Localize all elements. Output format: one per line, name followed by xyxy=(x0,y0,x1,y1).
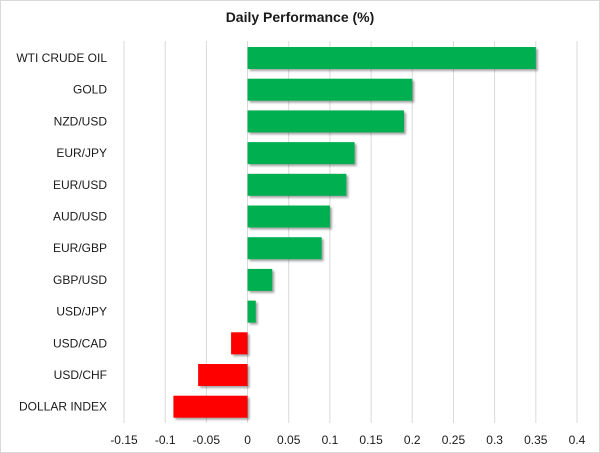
x-tick-label: 0.4 xyxy=(569,433,586,447)
category-labels: WTI CRUDE OIL GOLD NZD/USD EUR/JPY EUR/USD AU… xyxy=(16,51,107,414)
x-tick-label: -0.15 xyxy=(110,433,138,447)
x-tick-label: 0.35 xyxy=(524,433,548,447)
bars xyxy=(173,47,536,418)
bar xyxy=(247,173,347,196)
bar xyxy=(247,78,413,101)
category-label: USD/CHF xyxy=(54,368,107,382)
x-tick-label: 0 xyxy=(244,433,251,447)
category-label: EUR/GBP xyxy=(53,241,107,255)
x-tick-label: -0.1 xyxy=(155,433,176,447)
bar xyxy=(247,142,355,165)
category-label: NZD/USD xyxy=(54,114,108,128)
bar xyxy=(231,332,248,355)
category-label: USD/JPY xyxy=(56,305,107,319)
gridlines xyxy=(123,41,578,423)
bar xyxy=(198,364,248,386)
tick-labels: -0.15 -0.1 -0.05 0 0.05 0.1 0.15 0.2 0.25 0.3 0.35… xyxy=(110,433,585,447)
category-label: GBP/USD xyxy=(53,273,107,287)
bar xyxy=(247,268,273,291)
x-tick-label: -0.05 xyxy=(193,433,221,447)
category-label: DOLLAR INDEX xyxy=(19,400,107,414)
x-tick-label: 0.1 xyxy=(322,433,339,447)
x-tick-label: 0.3 xyxy=(486,433,503,447)
x-tick-label: 0.15 xyxy=(359,433,383,447)
category-label: WTI CRUDE OIL xyxy=(16,51,107,65)
bar xyxy=(247,205,330,228)
category-label: AUD/USD xyxy=(53,210,107,224)
bar xyxy=(247,300,256,323)
category-label: EUR/USD xyxy=(53,178,107,192)
x-tick-label: 0.2 xyxy=(404,433,421,447)
category-label: EUR/JPY xyxy=(56,146,107,160)
category-label: GOLD xyxy=(73,83,107,97)
bar xyxy=(247,110,405,133)
x-tick-label: 0.05 xyxy=(277,433,301,447)
x-tick-label: 0.25 xyxy=(442,433,466,447)
category-label: USD/CAD xyxy=(53,336,107,350)
bar xyxy=(247,47,536,69)
bar xyxy=(173,395,248,418)
bar xyxy=(247,237,322,260)
chart-title: Daily Performance (%) xyxy=(225,9,375,25)
